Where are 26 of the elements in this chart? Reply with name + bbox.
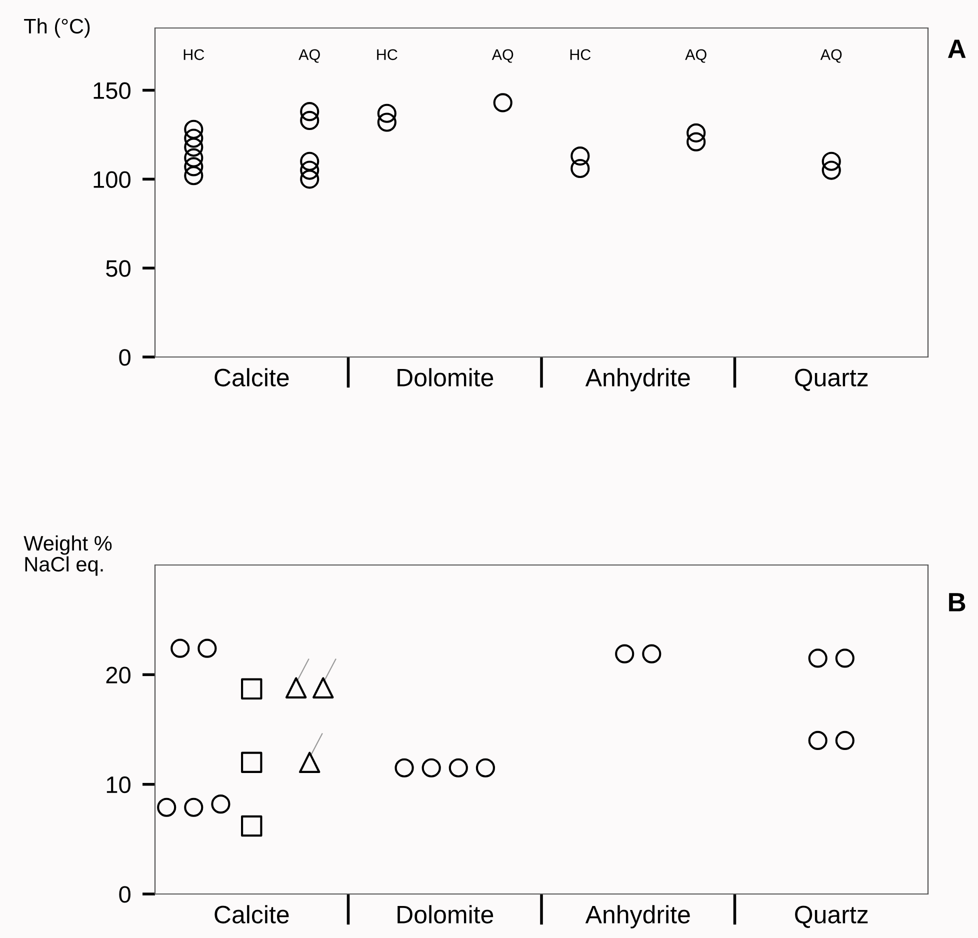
x-tick-label: Dolomite — [398, 368, 494, 386]
text: B — [949, 593, 966, 612]
y-tick-label: 150 — [94, 82, 130, 100]
y-tick-label: 50 — [106, 260, 130, 277]
x-tick-label: Quartz — [795, 368, 868, 391]
x-tick-label: Calcite — [214, 368, 289, 386]
x-tick-label: Anhydrite — [585, 368, 690, 392]
text: HC — [377, 49, 398, 60]
text: AQ — [492, 49, 514, 63]
y-tick-label: 100 — [94, 171, 130, 188]
text: AQ — [298, 49, 320, 63]
text: AQ — [820, 49, 842, 63]
text: AQ — [685, 49, 706, 63]
y-tick-label: 10 — [106, 776, 130, 794]
text: A — [948, 40, 966, 58]
text: HC — [184, 49, 204, 60]
x-tick-label: Calcite — [214, 905, 289, 924]
x-tick-label: Quartz — [795, 906, 868, 928]
x-tick-label: Anhydrite — [585, 905, 690, 928]
y-axis-title: Weight % NaCl eq. — [24, 535, 112, 576]
y-tick-label: 0 — [119, 349, 130, 366]
y-tick-label: 20 — [106, 666, 130, 684]
y-axis-title: Th (°C) — [24, 18, 90, 38]
y-tick-label: 0 — [119, 886, 130, 903]
x-tick-label: Dolomite — [398, 905, 494, 924]
text: HC — [570, 49, 591, 60]
